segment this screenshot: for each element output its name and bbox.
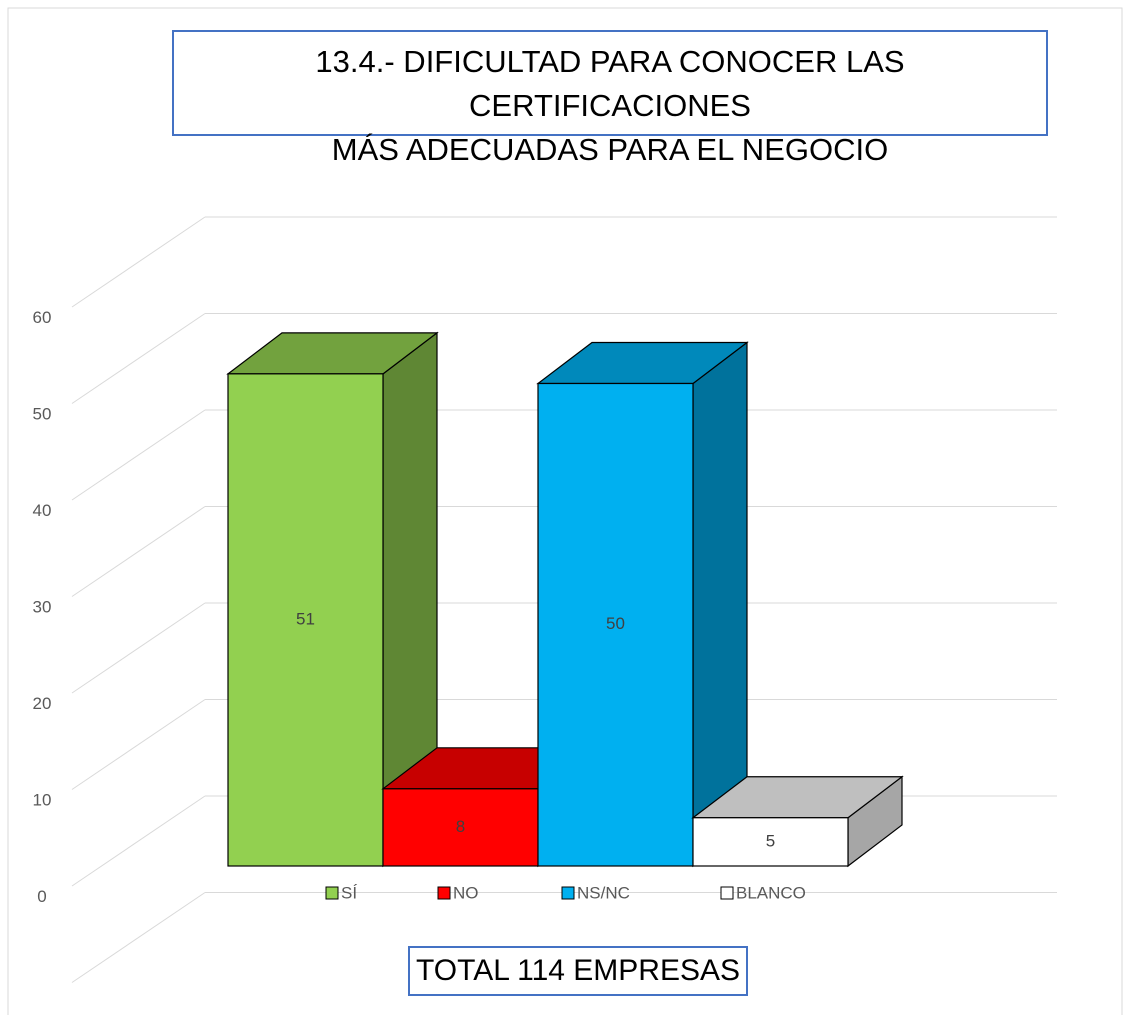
legend-swatch <box>437 886 451 900</box>
grid-diagonal <box>71 506 206 597</box>
data-label: 5 <box>766 831 775 850</box>
y-tick-label: 40 <box>33 501 52 520</box>
legend-swatch <box>561 886 575 900</box>
legend-label: SÍ <box>341 883 357 902</box>
grid-diagonal <box>71 216 206 308</box>
y-tick-label: 60 <box>33 308 52 327</box>
data-label: 8 <box>456 817 465 836</box>
grid-diagonal <box>71 795 206 887</box>
grid-diagonal <box>71 313 206 404</box>
chart-frame <box>7 7 1123 1015</box>
legend-swatch <box>720 886 734 900</box>
y-tick-label: 50 <box>33 404 52 423</box>
legend-label: NS/NC <box>577 883 630 902</box>
grid-diagonal <box>71 699 206 790</box>
y-tick-label: 30 <box>33 597 52 616</box>
annotation: TOTAL 114 EMPRESAS <box>408 946 748 996</box>
legend-swatch <box>325 886 339 900</box>
y-tick-label: 10 <box>33 790 52 809</box>
legend-label: BLANCO <box>736 883 806 902</box>
y-tick-label: 0 <box>37 887 46 906</box>
bar <box>227 373 384 867</box>
grid-diagonal <box>71 602 206 694</box>
legend-label: NO <box>453 883 479 902</box>
y-tick-label: 20 <box>33 694 52 713</box>
bar <box>692 817 849 867</box>
data-label: 50 <box>606 614 625 633</box>
grid-diagonal <box>71 892 206 983</box>
data-label: 51 <box>296 609 315 628</box>
grid-diagonal <box>71 409 206 501</box>
chart-title: 13.4.- DIFICULTAD PARA CONOCER LAS CERTI… <box>172 30 1048 167</box>
bar <box>537 382 694 867</box>
